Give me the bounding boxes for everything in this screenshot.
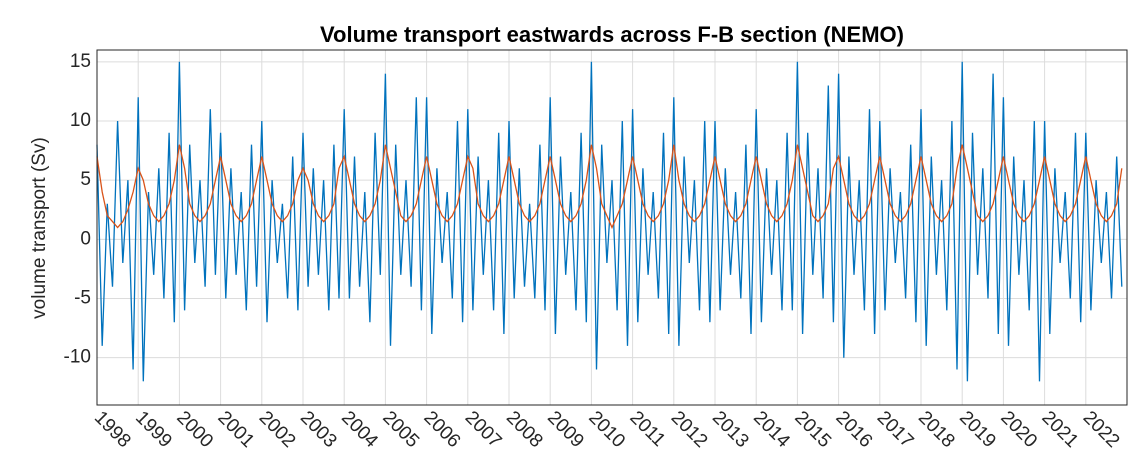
x-tick-label: 2012 — [667, 407, 712, 452]
chart-title: Volume transport eastwards across F-B se… — [320, 22, 904, 47]
x-tick-label: 2022 — [1079, 407, 1124, 452]
x-tick-label: 2001 — [214, 407, 259, 452]
x-tick-label: 2018 — [914, 407, 959, 452]
y-tick-label: -5 — [74, 288, 91, 309]
x-tick-label: 2014 — [749, 407, 794, 452]
series-line — [96, 144, 1123, 230]
x-tick-label: 2002 — [255, 407, 300, 452]
x-tick-label: 2000 — [172, 407, 217, 452]
y-tick-label: 15 — [70, 51, 91, 72]
plot-frame — [96, 49, 1128, 406]
x-tick-label: 2007 — [461, 407, 506, 452]
y-tick-label: 0 — [80, 228, 91, 249]
x-tick-label: 2017 — [873, 407, 918, 452]
x-tick-label: 1999 — [131, 407, 176, 452]
y-tick-label: 10 — [70, 110, 91, 131]
y-tick-label: -10 — [64, 347, 91, 368]
x-tick-label: 2011 — [626, 407, 670, 451]
x-tick-label: 2004 — [337, 407, 382, 452]
x-tick-label: 1998 — [90, 407, 135, 452]
x-tick-label: 2013 — [708, 407, 753, 452]
x-tick-label: 2015 — [790, 407, 835, 452]
y-axis-label: volume transport (Sv) — [29, 137, 50, 319]
x-tick-label: 2009 — [543, 407, 588, 452]
x-tick-label: 2020 — [996, 407, 1041, 452]
x-tick-label: 2008 — [502, 407, 547, 452]
x-tick-label: 2021 — [1038, 407, 1083, 452]
x-tick-label: 2006 — [420, 407, 465, 452]
x-tick-label: 2019 — [955, 407, 1000, 452]
x-tick-label: 2005 — [378, 407, 423, 452]
x-tick-label: 2003 — [296, 407, 341, 452]
x-tick-label: 2010 — [584, 407, 629, 452]
x-tick-label: 2016 — [832, 407, 877, 452]
y-tick-label: 5 — [80, 169, 91, 190]
